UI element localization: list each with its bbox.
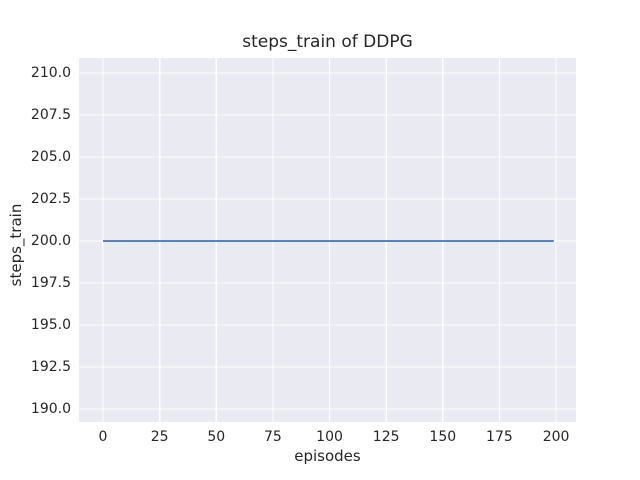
x-tick-label: 175: [486, 429, 513, 445]
x-tick-label: 150: [429, 429, 457, 445]
y-tick-label: 210.0: [30, 64, 71, 81]
y-tick-label: 197.5: [30, 275, 71, 292]
y-tick-label: 205.0: [30, 148, 71, 165]
plot-area: [79, 58, 576, 422]
x-tick-label: 100: [316, 429, 343, 445]
x-tick-label: 25: [150, 429, 169, 445]
x-tick-label: 0: [98, 429, 108, 445]
y-tick-label: 190.0: [30, 401, 71, 418]
x-tick-label: 200: [542, 429, 570, 445]
plot-canvas: [79, 58, 576, 422]
x-tick-label: 50: [207, 429, 226, 445]
x-axis-label: episodes: [294, 447, 361, 465]
y-tick-label: 192.5: [30, 359, 71, 376]
x-tick-label: 125: [372, 429, 400, 445]
y-tick-label: 195.0: [30, 317, 71, 334]
y-tick-label: 200.0: [30, 233, 71, 249]
chart-title: steps_train of DDPG: [242, 32, 413, 52]
y-tick-label: 202.5: [30, 190, 71, 207]
x-tick-label: 75: [263, 429, 282, 445]
y-tick-label: 207.5: [30, 106, 71, 123]
